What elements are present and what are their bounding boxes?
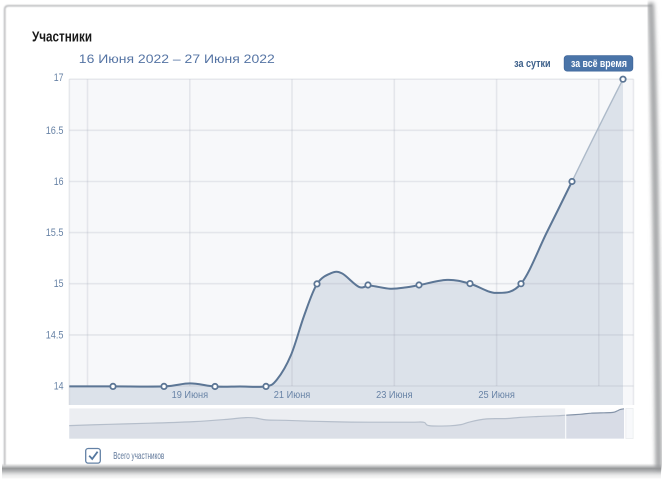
svg-text:за сутки: за сутки	[514, 58, 551, 70]
svg-text:19 Июня: 19 Июня	[172, 390, 209, 401]
svg-text:за всё время: за всё время	[571, 58, 627, 70]
svg-text:15.5: 15.5	[46, 227, 64, 239]
svg-text:16.5: 16.5	[46, 125, 64, 137]
svg-text:23 Июня: 23 Июня	[376, 390, 413, 401]
svg-text:14: 14	[54, 381, 64, 393]
svg-text:Участники: Участники	[32, 28, 92, 45]
svg-text:15: 15	[54, 278, 64, 290]
svg-text:Всего участников: Всего участников	[113, 451, 164, 462]
svg-text:16 Июня 2022 – 27 Июня 2022: 16 Июня 2022 – 27 Июня 2022	[79, 54, 275, 66]
svg-text:17: 17	[54, 72, 64, 84]
svg-text:21 Июня: 21 Июня	[274, 390, 311, 401]
svg-text:16: 16	[54, 176, 64, 188]
svg-text:25 Июня: 25 Июня	[478, 390, 515, 401]
svg-text:14.5: 14.5	[46, 329, 64, 341]
